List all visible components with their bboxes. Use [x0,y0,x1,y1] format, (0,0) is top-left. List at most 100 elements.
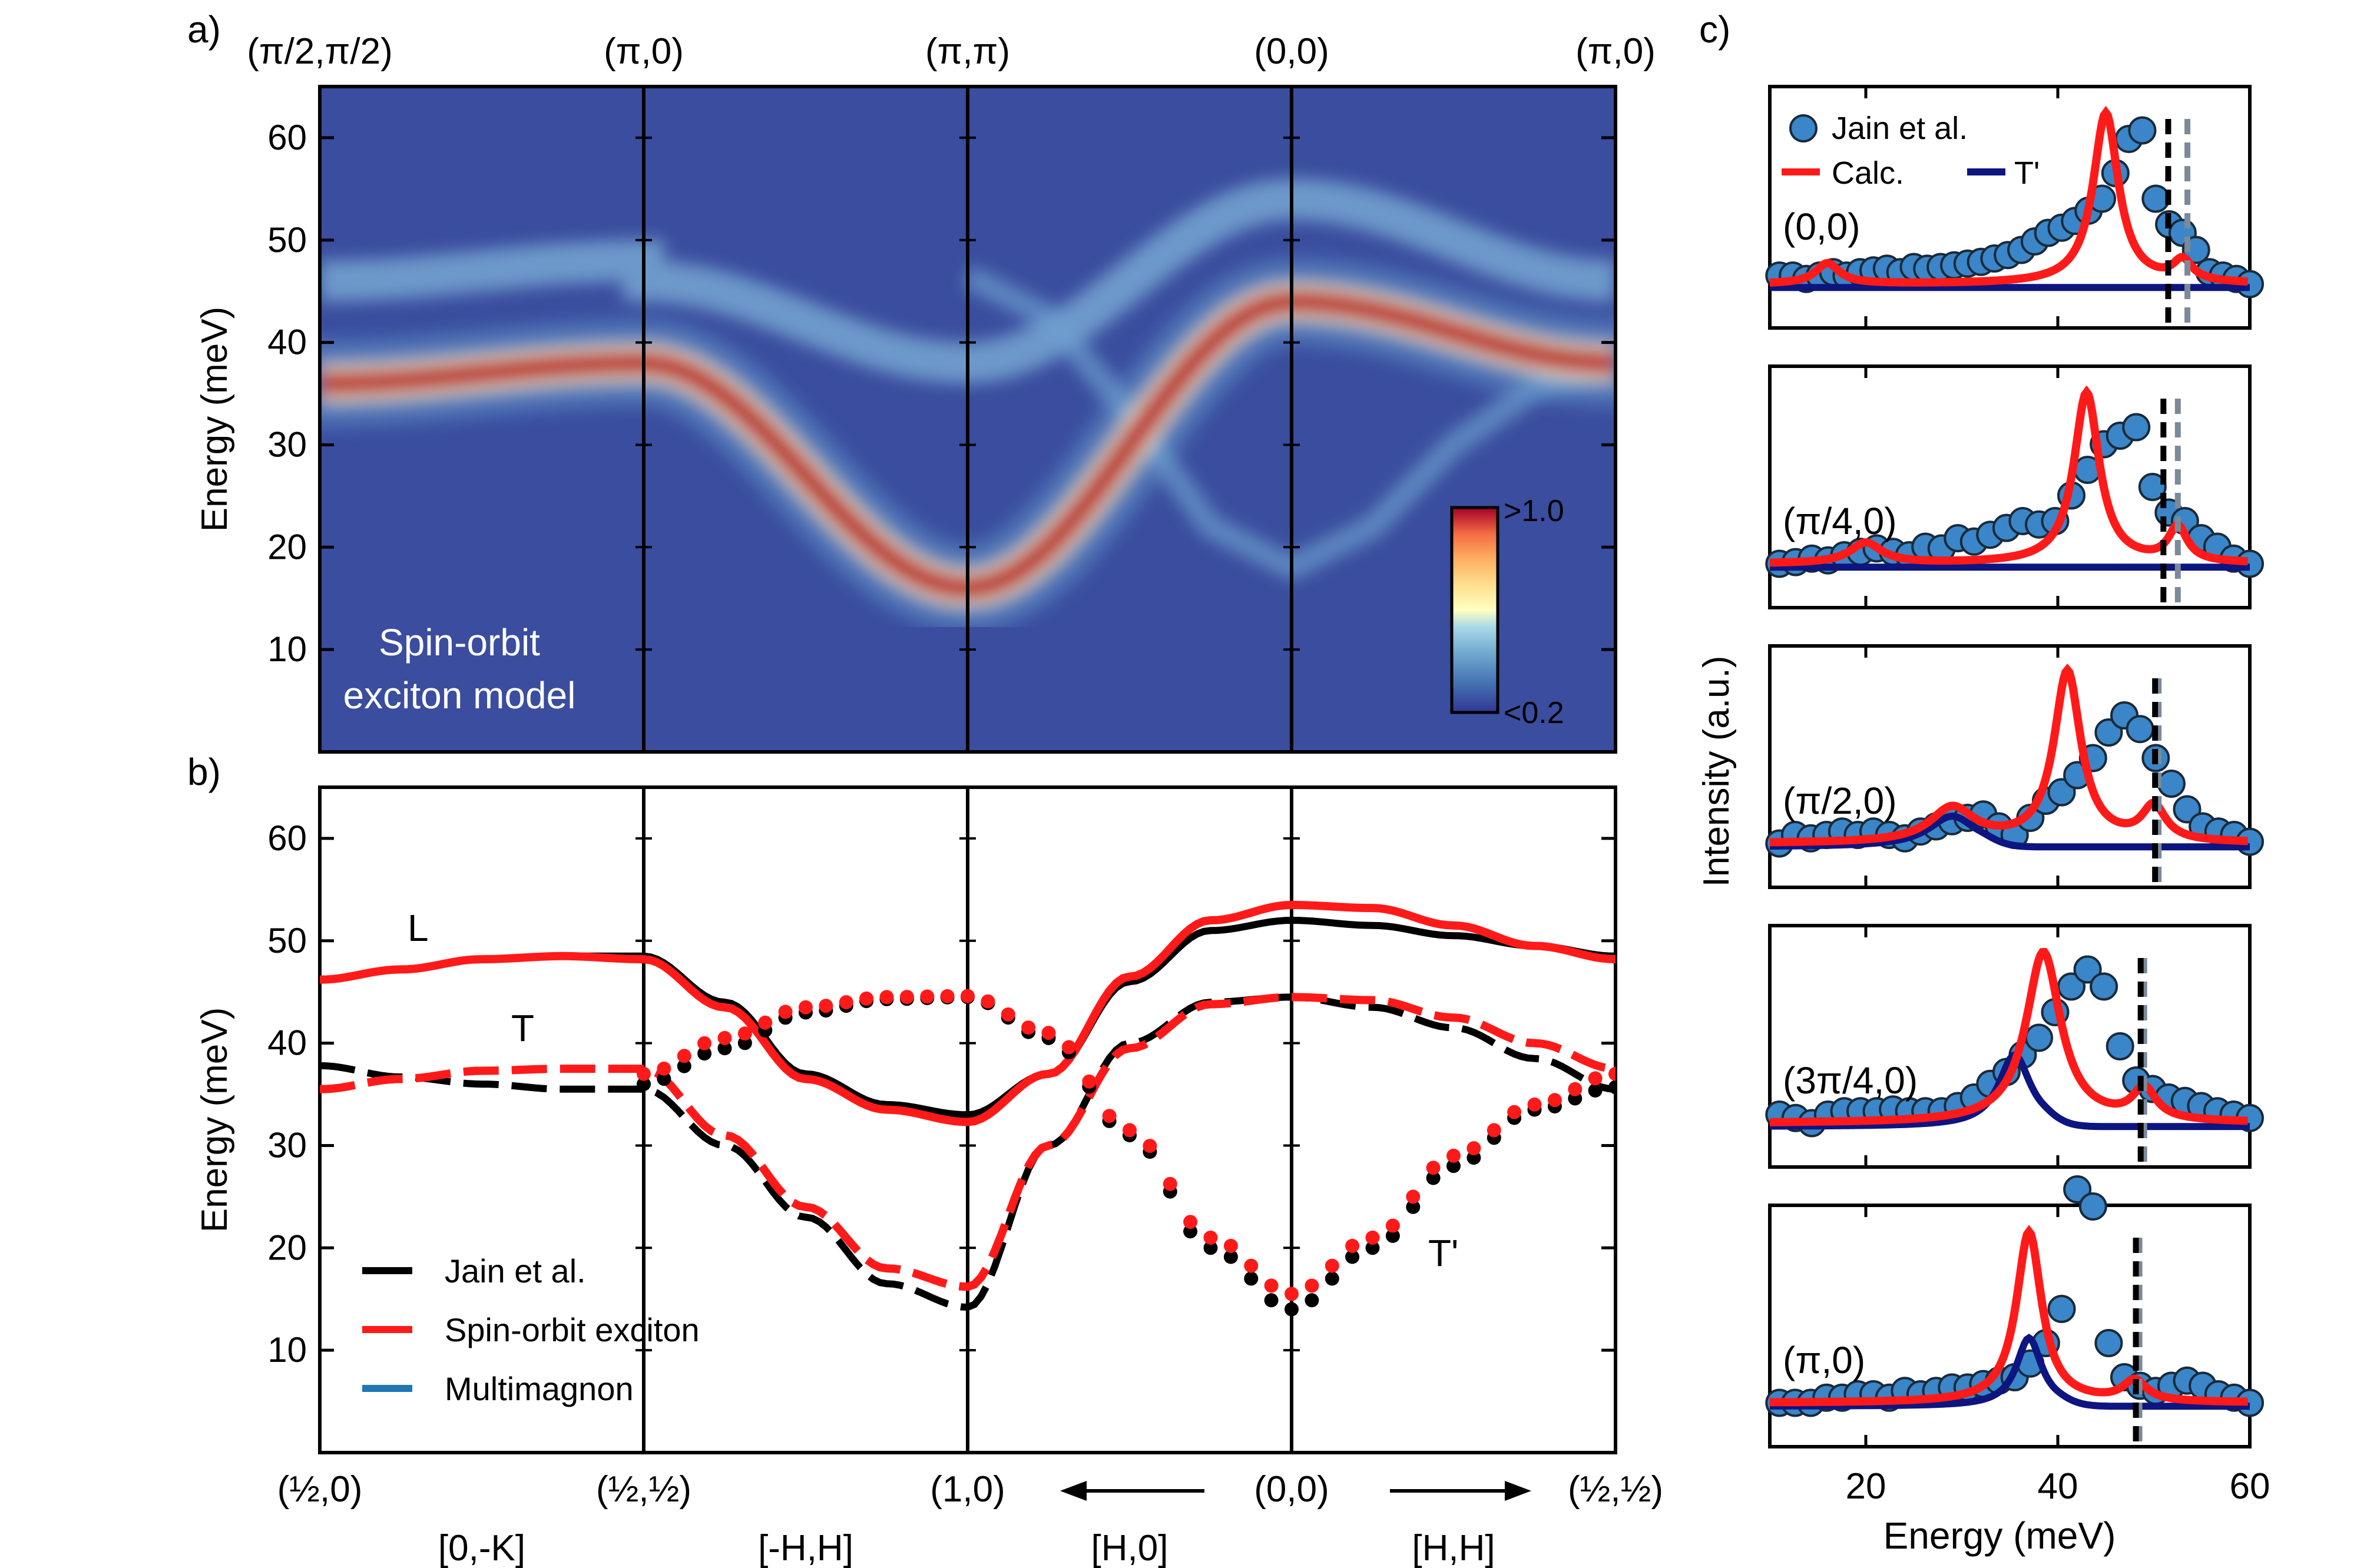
spectrum-data-point [2126,715,2154,744]
dispersion-xtick-label: (½,½) [596,1469,691,1510]
dispersion-point-excitont [1203,1230,1218,1245]
spectrum-xtick-label: 20 [1846,1466,1886,1507]
dispersion-line-excitonl [320,900,1616,1126]
spectrum-data-point [2128,116,2157,145]
spectrum-panel: (0,0) [1765,85,2264,330]
dispersion-series [320,900,1616,1317]
dispersion-point-excitont [1021,1020,1036,1035]
heatmap-frame [318,85,1617,754]
spectrum-calc-curve [1770,385,2249,567]
spectrum-q-label: (3π/4,0) [1783,1059,1918,1102]
spectrum-q-label: (π/2,0) [1783,780,1897,822]
colorbar-max-label: >1.0 [1504,494,1564,528]
dispersion-point-excitont [778,1005,793,1019]
legend-label-tprime: T' [2014,155,2040,191]
dispersion-point-jaint [657,1072,671,1086]
legend-label-jain: Jain et al. [445,1252,586,1289]
spectra-xlabel: Energy (meV) [1883,1514,2116,1557]
dispersion-point-excitont [1345,1238,1360,1253]
spectrum-data-point [2090,972,2118,1001]
heatmap-ytick-label: 10 [267,629,307,669]
dispersion-xtick-label: (½,½) [1568,1469,1663,1510]
dispersion-point-excitont [1487,1123,1501,1138]
dispersion-xtick-label: (1,0) [930,1469,1005,1510]
dispersion-point-jaint [1223,1249,1238,1264]
direction-arrow-right [1390,1481,1531,1501]
spectrum-data-point [2157,770,2186,798]
spectrum-tprime-curve [1770,1334,2250,1410]
dispersion-point-excitont [1102,1109,1117,1123]
spectrum-data-point [2073,955,2102,984]
spectrum-data-point [2047,1295,2076,1323]
spectrum-panel: (π/4,0) [1765,364,2264,609]
dispersion-point-excitont [1466,1141,1481,1156]
dispersion-direction-labels: [0,-K] [-H,H] [H,0] [H,H] [438,1528,1495,1568]
heatmap-top-label: (π/2,π/2) [247,31,393,72]
heatmap-top-label: (π,π) [925,31,1010,72]
dispersion-point-excitont [839,995,853,1010]
spectrum-panel: (π,0) [1765,1175,2264,1448]
dispersion-ytick-label: 60 [267,818,307,858]
dispersion-ytick-label: 50 [267,921,307,960]
dispersion-point-excitont [1143,1139,1157,1153]
mode-label-Tprime: T' [1428,1232,1458,1274]
dispersion-point-excitont [1223,1238,1238,1253]
spectrum-data-point [2122,413,2151,442]
spectrum-data-point [2141,184,2170,213]
dispersion-point-excitont [1527,1097,1542,1112]
dispersion-point-excitont [859,991,874,1006]
heatmap-top-labels: (π/2,π/2) (π,0) (π,π) (0,0) (π,0) [247,31,1656,72]
heatmap-ylabel: Energy (meV) [194,307,235,532]
dispersion-direction-label: [H,0] [1091,1528,1168,1568]
dispersion-xtick-label: (0,0) [1254,1469,1329,1510]
heatmap-annotation-line2: exciton model [343,674,576,717]
heatmap-ytick-label: 40 [267,323,307,362]
dispersion-point-excitont [1305,1278,1319,1293]
dispersion-point-excitont [819,999,833,1013]
dispersion-point-excitont [1163,1176,1177,1191]
dispersion-point-excitont [899,990,914,1005]
dispersion-point-excitont [879,990,894,1005]
legend-label-multimagnon: Multimagnon [445,1370,634,1407]
dispersion-point-excitont [1001,1007,1015,1022]
dispersion-legend: Jain et al. Spin-orbit exciton Multimagn… [362,1252,700,1407]
dispersion-direction-label: [-H,H] [758,1528,853,1568]
dispersion-point-jaint [1244,1271,1259,1286]
dispersion-point-jaint [677,1059,691,1073]
heatmap-top-label: (0,0) [1254,31,1329,72]
dispersion-point-jaint [697,1046,712,1061]
dispersion-line-excitont [320,993,1616,1291]
dispersion-point-excitont [1082,1074,1097,1089]
dispersion-point-jaint [1305,1293,1319,1308]
dispersion-point-excitont [1568,1082,1583,1096]
dispersion-point-jaint [1345,1249,1360,1264]
spectra-legend: Jain et al. Calc. T' [1782,111,2040,191]
dispersion-xlabels: (½,0) (½,½) (1,0) (0,0) (½,½) [277,1469,1663,1510]
dispersion-direction-label: [H,H] [1412,1528,1495,1568]
spectrum-data-point [2025,1023,2053,1052]
dispersion-point-jaint [1588,1083,1603,1098]
dispersion-point-excitont [1588,1071,1603,1086]
heatmap-annotation-line1: Spin-orbit [379,621,540,664]
spectra-xticks: 20 40 60 [1846,1466,2270,1507]
spectrum-panel: (π/2,0) [1765,644,2264,889]
spectrum-data-point [2106,1032,2134,1060]
spectrum-data-point [2057,972,2085,1001]
spectrum-frame [1768,85,2252,330]
dispersion-point-excitont [657,1061,671,1076]
dispersion-point-excitont [920,989,935,1004]
dispersion-point-excitont [697,1036,712,1050]
heatmap-dividers [635,87,1300,752]
colorbar-gradient [1450,506,1499,714]
legend-label-exciton: Spin-orbit exciton [445,1311,700,1348]
spectra-ylabel: Intensity (a.u.) [1696,656,1737,887]
heatmap-top-label: (π,0) [604,31,684,72]
dispersion-point-excitont [637,1066,651,1081]
dispersion-point-excitont [1183,1215,1198,1229]
dispersion-point-jaint [1385,1228,1400,1243]
dispersion-point-excitont [1325,1258,1339,1273]
spectrum-panel: (3π/4,0) [1765,924,2264,1169]
spectrum-xtick-label: 40 [2038,1466,2078,1507]
heatmap-ytick-label: 50 [267,220,307,260]
dispersion-point-excitont [1507,1105,1522,1119]
